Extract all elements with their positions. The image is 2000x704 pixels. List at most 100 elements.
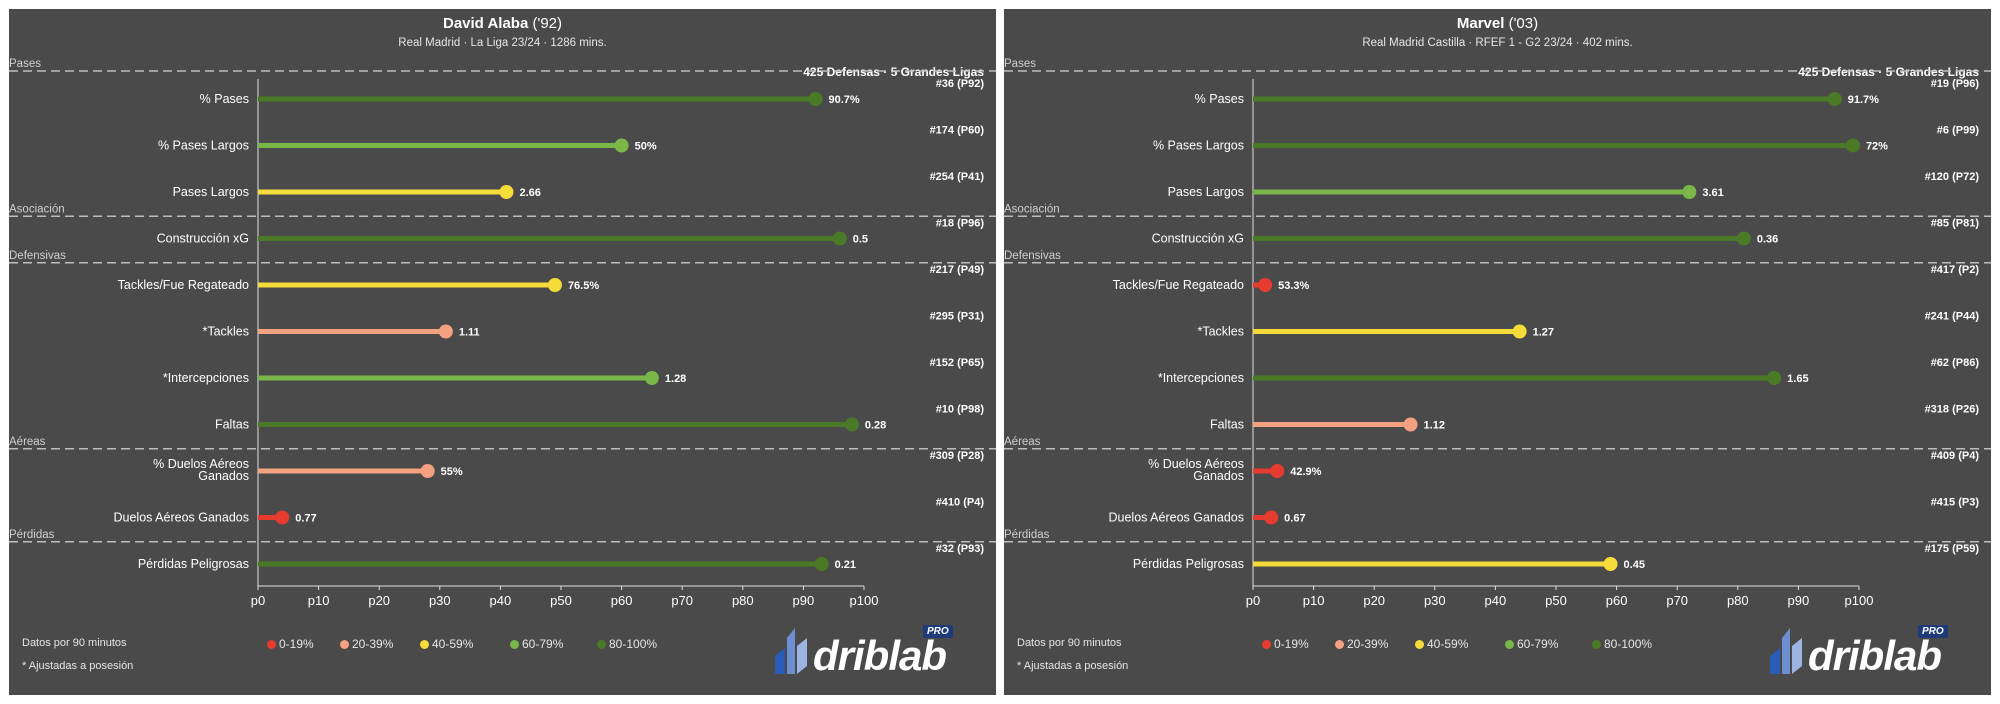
- legend-item: 20-39%: [340, 637, 393, 651]
- metric-label: Pases Largos: [173, 185, 249, 199]
- x-tick-label: p80: [1727, 593, 1749, 608]
- metric-label: *Tackles: [202, 325, 249, 339]
- metric-rank: #410 (P4): [936, 497, 985, 509]
- legend-label: 60-79%: [1517, 637, 1559, 651]
- metric-rank: #241 (P44): [1925, 311, 1980, 323]
- section-label: Aéreas: [9, 436, 46, 448]
- metric-value: 0.21: [835, 559, 856, 571]
- x-tick-label: p50: [550, 593, 572, 608]
- lollipop-head: [1827, 92, 1842, 106]
- legend-label: 20-39%: [352, 637, 394, 651]
- x-tick-label: p40: [490, 593, 512, 608]
- lollipop-head: [1603, 557, 1618, 571]
- legend-item: 80-100%: [597, 637, 657, 651]
- metric-rank: #10 (P98): [936, 404, 985, 416]
- metric-rank: #175 (P59): [1925, 543, 1980, 555]
- metric-value: 0.28: [865, 420, 886, 432]
- x-tick-label: p80: [732, 593, 754, 608]
- lollipop-head: [832, 231, 847, 246]
- metric-label: Duelos Aéreos Ganados: [1108, 511, 1244, 525]
- chart-subtitle: Real Madrid · La Liga 23/24 · 1286 mins.: [398, 37, 607, 49]
- lollipop-head: [1264, 510, 1279, 525]
- legend-item: 40-59%: [420, 637, 473, 651]
- x-tick-label: p10: [308, 593, 330, 608]
- legend-item: 40-59%: [1415, 637, 1468, 651]
- metric-value: 42.9%: [1290, 466, 1321, 478]
- driblab-logo: driblab PRO: [773, 625, 973, 686]
- x-tick-label: p40: [1485, 593, 1507, 608]
- metric-label: Construcción xG: [157, 232, 249, 246]
- x-tick-label: p0: [251, 593, 265, 608]
- comparison-scope: 425 Defensas · 5 Grandes Ligas: [1798, 65, 1979, 79]
- lollipop-head: [1845, 138, 1860, 153]
- metric-label: *Intercepciones: [1158, 371, 1244, 385]
- metric-label: Pases Largos: [1168, 185, 1244, 199]
- pro-badge: PRO: [1918, 625, 1948, 638]
- metric-value: 1.27: [1533, 327, 1554, 339]
- footnote-per90: Datos por 90 minutos: [1017, 637, 1122, 649]
- metric-label: % Pases Largos: [158, 139, 249, 153]
- metric-label: Tackles/Fue Regateado: [1113, 278, 1244, 292]
- legend-label: 80-100%: [1604, 637, 1653, 651]
- lollipop-head: [275, 510, 290, 525]
- metric-rank: #18 (P96): [936, 218, 985, 230]
- legend-dot-icon: [420, 640, 429, 649]
- metric-label: Pérdidas Peligrosas: [1133, 557, 1244, 571]
- legend-item: 0-19%: [267, 637, 314, 651]
- legend-item: 20-39%: [1335, 637, 1388, 651]
- section-label: Aéreas: [1004, 436, 1041, 448]
- lollipop-chart: Pases Asociación Defensivas Aéreas Pérdidas p…: [1004, 58, 1991, 608]
- x-tick-label: p30: [429, 593, 451, 608]
- lollipop-head: [1403, 417, 1418, 432]
- legend-dot-icon: [1335, 640, 1344, 649]
- metric-value: 1.12: [1424, 420, 1445, 432]
- legend-item: 60-79%: [510, 637, 563, 651]
- metric-value: 1.11: [459, 327, 480, 339]
- legend-item: 0-19%: [1262, 637, 1309, 651]
- metric-label: *Intercepciones: [163, 371, 249, 385]
- lollipop-head: [1736, 231, 1751, 246]
- metric-rank: #295 (P31): [930, 311, 985, 323]
- x-tick-label: p60: [611, 593, 633, 608]
- chart-subtitle: Real Madrid Castilla · RFEF 1 - G2 23/24…: [1362, 37, 1633, 49]
- section-label: Pases: [1004, 58, 1036, 70]
- x-tick-label: p60: [1606, 593, 1628, 608]
- metric-value: 90.7%: [829, 94, 860, 106]
- metric-value: 55%: [441, 466, 463, 478]
- footnote-per90: Datos por 90 minutos: [22, 637, 127, 649]
- metric-label: % Duelos Aéreos Ganados: [1148, 457, 1244, 483]
- section-label: Pérdidas: [1004, 529, 1050, 541]
- lollipop-head: [499, 185, 514, 199]
- lollipop-head: [814, 557, 829, 571]
- driblab-wordmark: driblab: [813, 632, 947, 679]
- metric-rank: #409 (P4): [1931, 450, 1980, 462]
- lollipop-head: [1270, 464, 1285, 478]
- metric-rank: #254 (P41): [930, 171, 985, 183]
- lollipop-head: [420, 464, 435, 478]
- footnote-possession: * Ajustadas a posesión: [1017, 660, 1129, 672]
- metric-value: 1.28: [665, 373, 686, 385]
- metric-label: Duelos Aéreos Ganados: [113, 511, 249, 525]
- chart-panel-left: David Alaba ('92) Real Madrid · La Liga …: [9, 9, 996, 695]
- metric-rank: #309 (P28): [930, 450, 985, 462]
- metric-value: 53.3%: [1278, 280, 1309, 292]
- metric-rank: #19 (P96): [1931, 78, 1980, 90]
- lollipop-head: [547, 278, 562, 292]
- section-label: Asociación: [1004, 203, 1060, 215]
- x-tick-label: p90: [1788, 593, 1810, 608]
- chart-title: Marvel ('03): [1456, 15, 1539, 32]
- x-tick-label: p20: [1363, 593, 1385, 608]
- x-tick-label: p70: [1666, 593, 1688, 608]
- footnote-possession: * Ajustadas a posesión: [22, 660, 134, 672]
- driblab-mark-icon: [1770, 628, 1802, 674]
- x-tick-label: p100: [850, 593, 879, 608]
- chart-panel-right: Marvel ('03) Real Madrid Castilla · RFEF…: [1004, 9, 1991, 695]
- metric-rank: #174 (P60): [930, 125, 985, 137]
- metric-rank: #120 (P72): [1925, 171, 1980, 183]
- metric-rank: #417 (P2): [1931, 264, 1980, 276]
- legend-dot-icon: [267, 640, 276, 649]
- lollipop-head: [614, 138, 629, 153]
- legend-dot-icon: [340, 640, 349, 649]
- legend-label: 0-19%: [1274, 637, 1309, 651]
- driblab-wordmark: driblab: [1808, 632, 1942, 679]
